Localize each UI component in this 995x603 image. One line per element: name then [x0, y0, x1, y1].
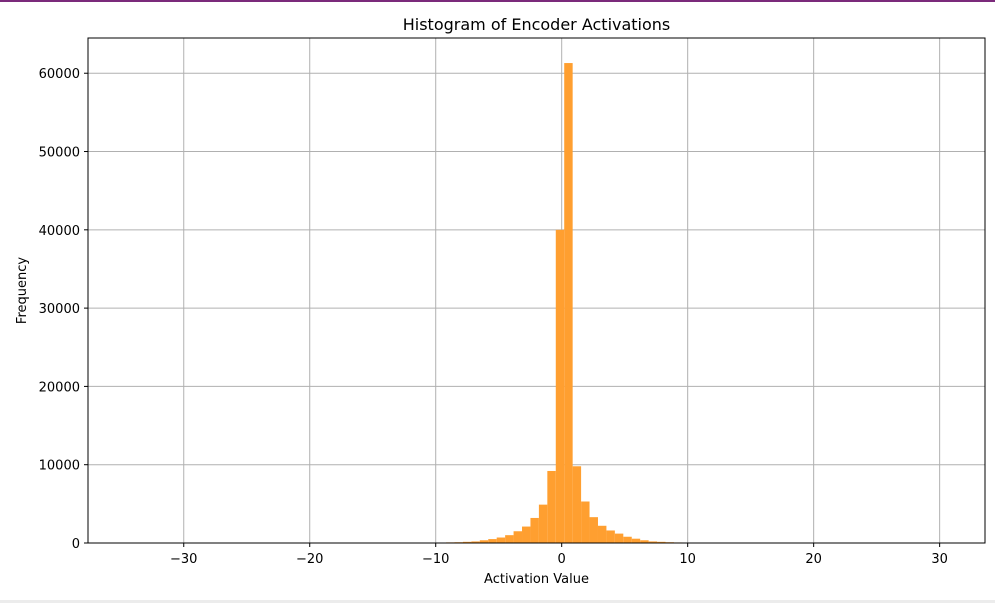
histogram-bar — [462, 541, 472, 543]
x-tick-label: 10 — [679, 552, 696, 567]
x-axis-ticks: −30 −20 −10 0 10 20 30 — [170, 543, 948, 567]
histogram-bar — [471, 541, 480, 543]
x-tick-label: 30 — [931, 552, 948, 567]
bottom-border-line — [0, 600, 995, 603]
histogram-bar — [606, 530, 615, 543]
histogram-bar — [657, 541, 666, 543]
y-tick-label: 60000 — [39, 67, 80, 82]
histogram-bar — [547, 470, 556, 543]
x-tick-label: −20 — [296, 552, 323, 567]
histogram-bar — [597, 525, 607, 543]
histogram-bar — [589, 517, 598, 543]
histogram-bar — [581, 501, 590, 543]
histogram-bars — [395, 63, 742, 544]
y-tick-label: 20000 — [39, 380, 80, 395]
y-tick-label: 50000 — [39, 146, 80, 161]
histogram-bar — [631, 538, 641, 543]
histogram-bar — [538, 504, 548, 543]
y-axis-ticks: 0 10000 20000 30000 40000 50000 60000 — [39, 67, 88, 552]
x-axis-label: Activation Value — [484, 572, 589, 587]
x-tick-label: 20 — [805, 552, 822, 567]
y-axis-label: Frequency — [15, 257, 30, 324]
histogram-bar — [614, 533, 624, 543]
y-tick-label: 40000 — [39, 224, 80, 239]
histogram-bar — [522, 526, 531, 543]
histogram-bar — [648, 541, 658, 543]
histogram-bar — [623, 536, 632, 543]
histogram-bar — [640, 540, 649, 543]
x-tick-label: −30 — [170, 552, 197, 567]
histogram-bar — [530, 517, 539, 543]
histogram-bar — [505, 535, 514, 543]
histogram-bar — [555, 229, 565, 543]
y-tick-label: 30000 — [39, 302, 80, 317]
grid-lines — [88, 38, 985, 544]
histogram-bar — [513, 531, 523, 543]
y-tick-label: 10000 — [39, 459, 80, 474]
histogram-bar — [479, 540, 489, 543]
top-border-line — [0, 0, 995, 2]
plot-frame — [87, 37, 986, 544]
histogram-bar — [572, 466, 582, 543]
histogram-bar — [496, 537, 506, 543]
histogram-bar — [564, 63, 573, 544]
y-tick-label: 0 — [72, 537, 80, 552]
x-tick-label: −10 — [422, 552, 449, 567]
histogram-bar — [488, 539, 497, 543]
chart-title: Histogram of Encoder Activations — [403, 15, 671, 34]
x-tick-label: 0 — [558, 552, 566, 567]
